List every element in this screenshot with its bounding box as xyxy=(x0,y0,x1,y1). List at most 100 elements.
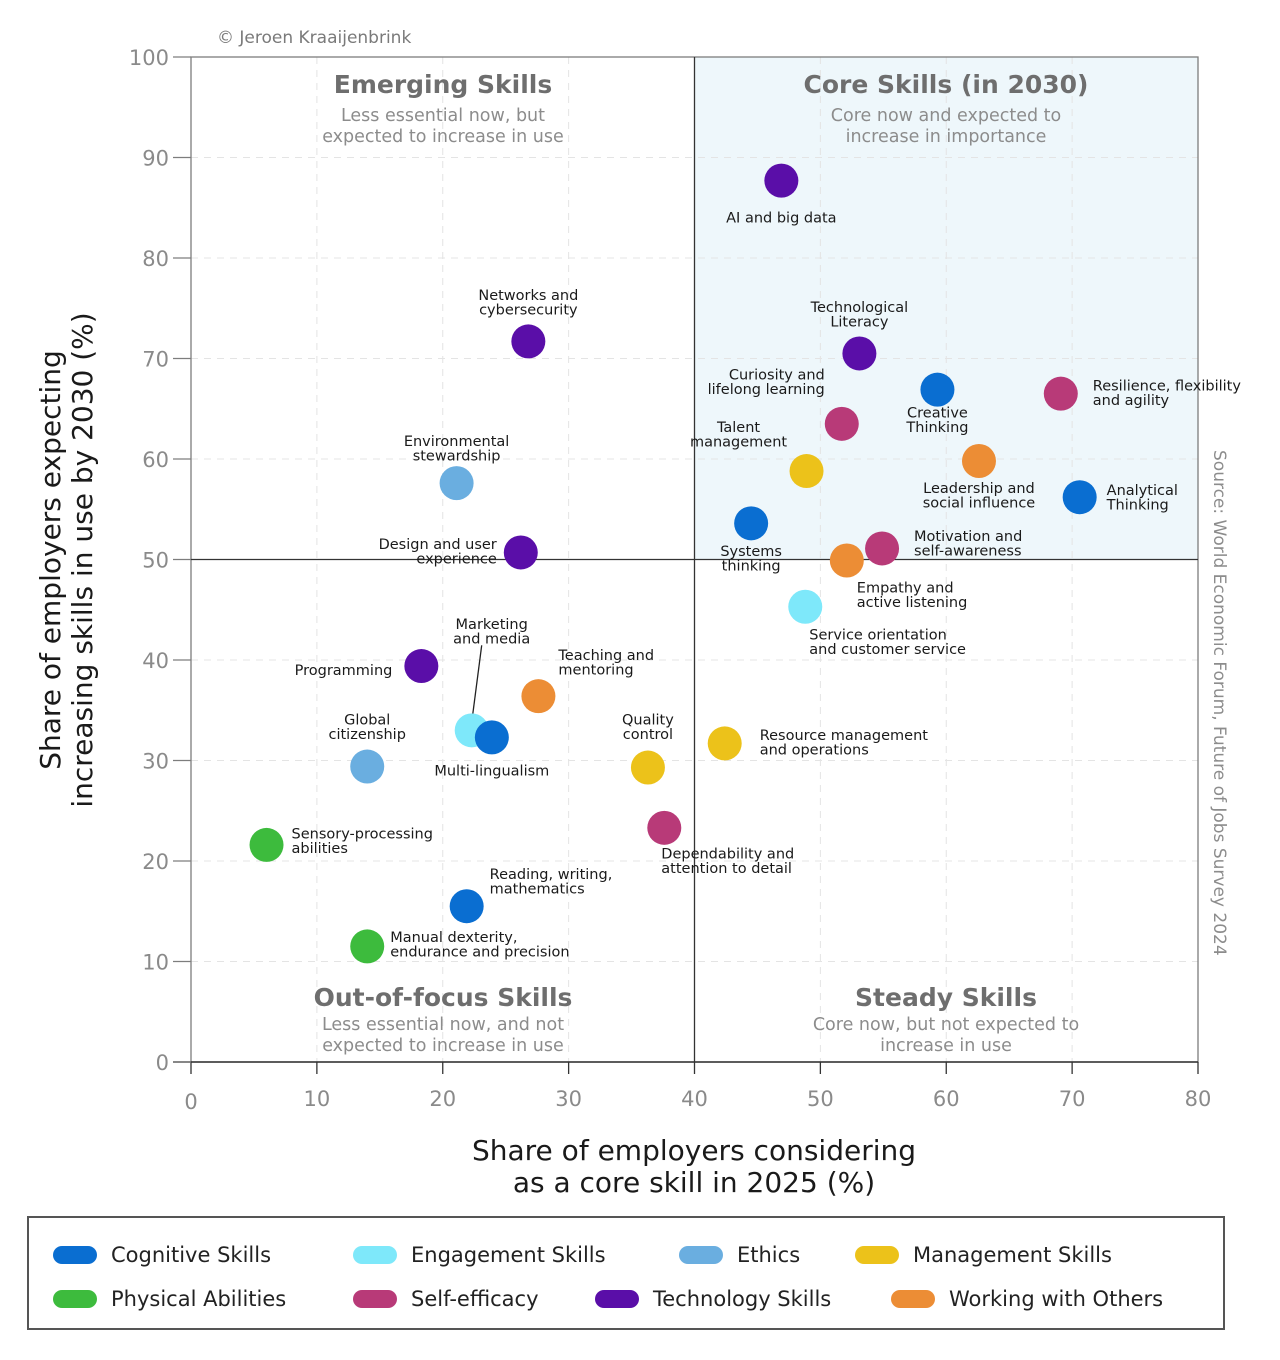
y-tick-label-40: 40 xyxy=(142,649,169,673)
y-tick-label-90: 90 xyxy=(142,147,169,171)
point-curiosity-and-lifelong-learning xyxy=(824,406,859,441)
legend-swatch-ethics xyxy=(679,1246,723,1264)
quadrant-subtitle-2-line-1: Core now and expected to xyxy=(831,106,1061,126)
label-sensory-processing-abilities-line-2: abilities xyxy=(292,841,348,857)
label-networks-and-cybersecurity-line-1: Networks and xyxy=(478,288,578,304)
point-design-and-user-experience xyxy=(503,535,538,570)
point-resource-management-and-operations xyxy=(707,726,742,761)
legend-swatch-technology-skills xyxy=(595,1290,639,1308)
x-axis-title-line-2: as a core skill in 2025 (%) xyxy=(513,1166,875,1199)
y-axis-title-line-1: Share of employers expecting xyxy=(34,350,67,770)
label-environmental-stewardship-line-1: Environmental xyxy=(404,434,510,450)
quadrant-title-1: Emerging Skills xyxy=(334,70,553,99)
point-quality-control xyxy=(630,750,665,785)
legend-item-technology-skills: Technology Skills xyxy=(595,1284,831,1314)
x-tick-label-70: 70 xyxy=(1059,1087,1086,1111)
label-programming: Programming xyxy=(295,663,393,679)
legend-item-physical-abilities: Physical Abilities xyxy=(53,1284,286,1314)
data-points-layer xyxy=(249,163,1097,964)
label-analytical-thinking-line-2: Thinking xyxy=(1106,497,1169,513)
legend-item-cognitive-skills: Cognitive Skills xyxy=(53,1240,271,1270)
point-reading-writing-mathematics xyxy=(449,889,484,924)
point-manual-dexterity-endurance-and-precision xyxy=(350,929,385,964)
label-empathy-and-active-listening-line-2: active listening xyxy=(857,595,968,611)
point-programming xyxy=(404,649,439,684)
point-leadership-and-social-influence xyxy=(961,444,996,479)
legend-label-ethics: Ethics xyxy=(737,1243,801,1267)
legend-swatch-physical-abilities xyxy=(53,1290,97,1308)
y-tick-label-80: 80 xyxy=(142,247,169,271)
legend-swatch-cognitive-skills xyxy=(53,1246,97,1264)
label-resilience-flexibility-and-agility-line-2: and agility xyxy=(1093,393,1170,409)
label-teaching-and-mentoring-line-1: Teaching and xyxy=(557,648,654,664)
label-dependability-and-attention-to-detail-line-2: attention to detail xyxy=(661,861,792,877)
point-teaching-and-mentoring xyxy=(521,679,556,714)
label-quality-control-line-1: Quality xyxy=(622,712,674,728)
x-axis-title-line-1: Share of employers considering xyxy=(472,1134,916,1167)
label-environmental-stewardship-line-2: stewardship xyxy=(413,448,501,464)
point-ai-and-big-data xyxy=(764,163,799,198)
point-empathy-and-active-listening xyxy=(829,543,864,578)
label-technological-literacy-line-2: Literacy xyxy=(830,315,889,331)
axis-layer: 0 10 20 30 40 50 60 70 80 0 10 20 30 40 50 60 70 80 90 100 xyxy=(129,46,1211,1114)
point-motivation-and-self-awareness xyxy=(865,531,900,566)
quadrant-title-4: Steady Skills xyxy=(855,983,1037,1012)
point-environmental-stewardship xyxy=(439,466,474,501)
point-analytical-thinking xyxy=(1062,480,1097,515)
label-technological-literacy-line-1: Technological xyxy=(810,300,909,316)
leader-line-marketing-and-media xyxy=(471,645,483,723)
quadrant-title-3: Out-of-focus Skills xyxy=(314,983,573,1012)
label-dependability-and-attention-to-detail-line-1: Dependability and xyxy=(661,847,794,863)
quadrant-subtitle-3-line-1: Less essential now, and not xyxy=(322,1015,564,1035)
label-motivation-and-self-awareness-line-2: self-awareness xyxy=(914,544,1021,560)
point-resilience-flexibility-and-agility xyxy=(1043,376,1078,411)
source-text: Source: World Economic Forum, Future of … xyxy=(1209,450,1229,956)
point-systems-thinking xyxy=(734,506,769,541)
y-tick-label-10: 10 xyxy=(142,951,169,975)
label-systems-thinking-line-2: thinking xyxy=(722,559,781,575)
point-technological-literacy xyxy=(842,336,877,371)
y-axis-title-line-2: increasing skills in use by 2030 (%) xyxy=(66,312,99,807)
quadrant-subtitle-2-line-2: increase in importance xyxy=(846,127,1047,147)
label-analytical-thinking-line-1: Analytical xyxy=(1107,483,1178,499)
legend-item-self-efficacy: Self-efficacy xyxy=(353,1284,539,1314)
label-design-and-user-experience-line-1: Design and user xyxy=(379,537,497,553)
legend-item-engagement-skills: Engagement Skills xyxy=(353,1240,606,1270)
y-tick-label-20: 20 xyxy=(142,850,169,874)
label-curiosity-and-lifelong-learning-line-1: Curiosity and xyxy=(729,368,825,384)
point-global-citizenship xyxy=(350,749,385,784)
label-motivation-and-self-awareness-line-1: Motivation and xyxy=(914,529,1022,545)
label-reading-writing-mathematics-line-1: Reading, writing, xyxy=(490,867,613,883)
label-talent-management-line-1: Talent xyxy=(716,420,760,436)
point-sensory-processing-abilities xyxy=(249,827,284,862)
copyright-text: © Jeroen Kraaijenbrink xyxy=(217,28,411,48)
x-tick-label-40: 40 xyxy=(681,1087,708,1111)
point-networks-and-cybersecurity xyxy=(511,324,546,359)
quadrant-subtitle-4-line-1: Core now, but not expected to xyxy=(813,1015,1079,1035)
legend-label-cognitive-skills: Cognitive Skills xyxy=(111,1243,272,1267)
legend-item-working-with-others: Working with Others xyxy=(891,1284,1163,1314)
label-resource-management-and-operations-line-2: and operations xyxy=(760,743,869,759)
x-tick-label-10: 10 xyxy=(304,1087,331,1111)
quadrant-subtitle-1-line-1: Less essential now, but xyxy=(341,106,545,126)
legend-swatch-management-skills xyxy=(855,1246,899,1264)
label-marketing-and-media-line-1: Marketing xyxy=(456,617,528,633)
scatter-chart: 0 10 20 30 40 50 60 70 800102030405060708090100 … xyxy=(34,28,1241,1199)
label-teaching-and-mentoring-line-2: mentoring xyxy=(558,662,633,678)
point-service-orientation-and-customer-service xyxy=(788,589,823,624)
label-global-citizenship-line-1: Global xyxy=(344,712,390,728)
quadrant-title-2: Core Skills (in 2030) xyxy=(804,70,1089,99)
legend-swatch-working-with-others xyxy=(891,1290,935,1308)
label-empathy-and-active-listening-line-1: Empathy and xyxy=(857,580,954,596)
legend-label-physical-abilities: Physical Abilities xyxy=(111,1287,287,1311)
x-tick-label-30: 30 xyxy=(555,1087,582,1111)
legend-label-technology-skills: Technology Skills xyxy=(653,1287,832,1311)
x-tick-label-50: 50 xyxy=(807,1087,834,1111)
label-creative-thinking-line-2: Thinking xyxy=(905,420,968,436)
label-service-orientation-and-customer-service-line-1: Service orientation xyxy=(809,627,947,643)
point-dependability-and-attention-to-detail xyxy=(647,810,682,845)
legend-label-self-efficacy: Self-efficacy xyxy=(411,1287,539,1311)
quadrant-subtitle-4-line-2: increase in use xyxy=(880,1036,1012,1056)
leader-lines-layer xyxy=(471,645,483,723)
x-tick-label-80: 80 xyxy=(1185,1087,1212,1111)
